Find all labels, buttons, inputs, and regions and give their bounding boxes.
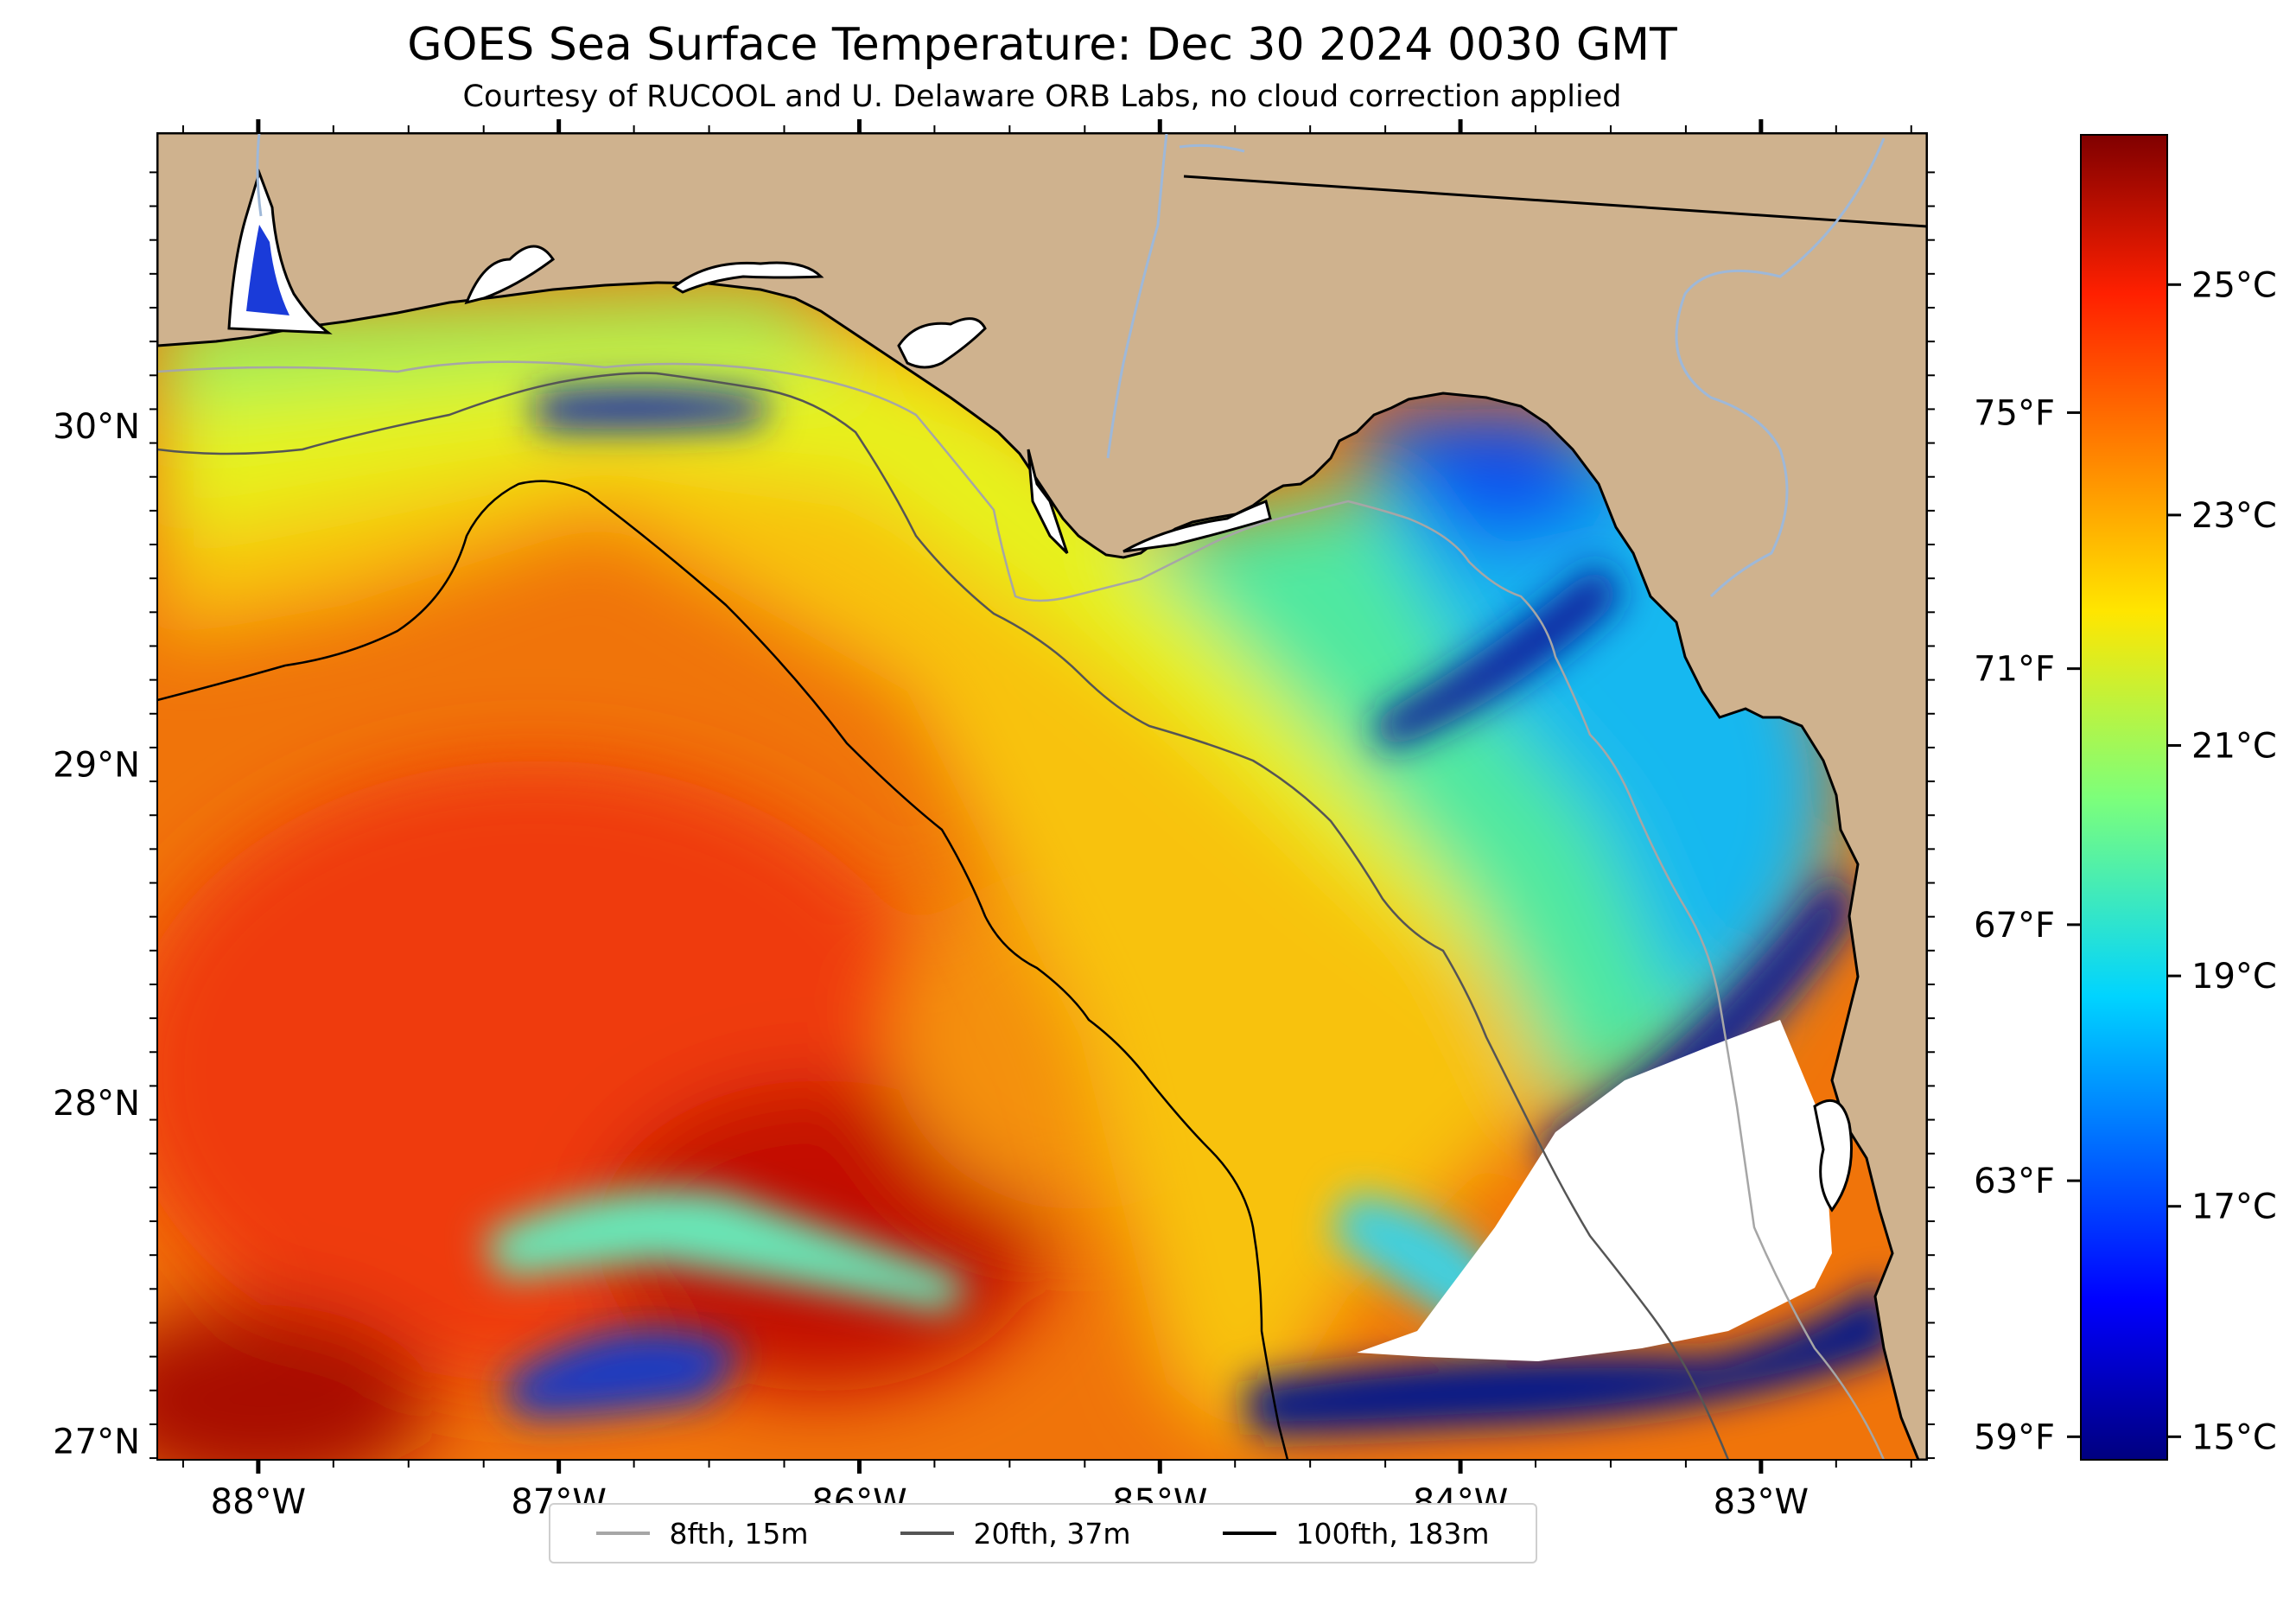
map-frame [156,132,1928,1461]
apalachicola-bay [1027,449,1069,555]
legend-item-100fth: 100fth, 183m [1223,1517,1489,1551]
lat-tick-label: 29°N [53,746,140,786]
pensacola-bay [464,245,556,305]
legend-item-8fth: 8fth, 15m [596,1516,809,1551]
map-plot-area [157,133,1927,1460]
colorbar-celsius-label: 17°C [2191,1188,2277,1227]
legend-item-20fth: 20fth, 37m [900,1517,1130,1551]
colorbar-celsius-label: 23°C [2191,496,2277,536]
colorbar-fahrenheit-label: 67°F [1974,906,2055,946]
choctawhatchee-bay [671,261,824,294]
colorbar-ticks: 25°C 23°C 21°C 19°C 17°C 15°C 75°F 71°F 67°F 63°F… [1974,265,2277,1457]
legend-line-8fth [596,1532,651,1535]
mobile-river [256,133,263,217]
sst-cool-shelf [157,285,1841,1452]
contour-100fth [157,480,1289,1460]
no-data-region [1357,1020,1832,1361]
colorbar-celsius-label: 15°C [2191,1417,2277,1457]
suwannee-river [1675,137,1886,598]
st-andrew-bay [897,317,987,369]
colorbar [2080,134,2168,1461]
legend-label-8fth: 8fth, 15m [669,1516,809,1551]
apalachicola-river [1106,133,1168,459]
contour-8fth [157,360,1886,1460]
colorbar-fahrenheit-label: 63°F [1974,1162,2055,1201]
legend-line-100fth [1223,1532,1277,1535]
colorbar-celsius-label: 25°C [2191,265,2277,305]
colorbar-fahrenheit-label: 71°F [1974,650,2055,690]
coastline-land [157,133,1927,1460]
colorbar-fahrenheit-label: 59°F [1974,1417,2055,1457]
map-subtitle: Courtesy of RUCOOL and U. Delaware ORB L… [462,80,1622,114]
legend-label-20fth: 20fth, 37m [973,1516,1131,1551]
legend-label-100fth: 100fth, 183m [1295,1516,1490,1551]
lon-tick-label: 83°W [1714,1482,1809,1522]
lon-tick-label: 88°W [211,1482,306,1522]
colorbar-celsius-label: 21°C [2191,727,2277,767]
contour-20fth [157,372,1730,1460]
latitude-axis: 30°N 29°N 28°N 27°N [53,171,1935,1462]
state-border [1183,175,1927,228]
lat-tick-label: 28°N [53,1084,140,1124]
colorbar-fahrenheit-label: 75°F [1974,393,2055,433]
colorbar-celsius-label: 19°C [2191,957,2277,997]
legend-line-20fth [900,1532,955,1535]
apalachee-bay-shore [1123,499,1272,553]
lat-tick-label: 30°N [53,407,140,447]
map-title: GOES Sea Surface Temperature: Dec 30 202… [407,19,1677,71]
contour-legend: 8fth, 15m 20fth, 37m 100fth, 183m [549,1503,1537,1563]
lat-tick-label: 27°N [53,1423,140,1462]
mobile-bay-water [246,225,289,315]
river-segment [1179,143,1245,153]
tampa-bay [1813,1099,1853,1213]
